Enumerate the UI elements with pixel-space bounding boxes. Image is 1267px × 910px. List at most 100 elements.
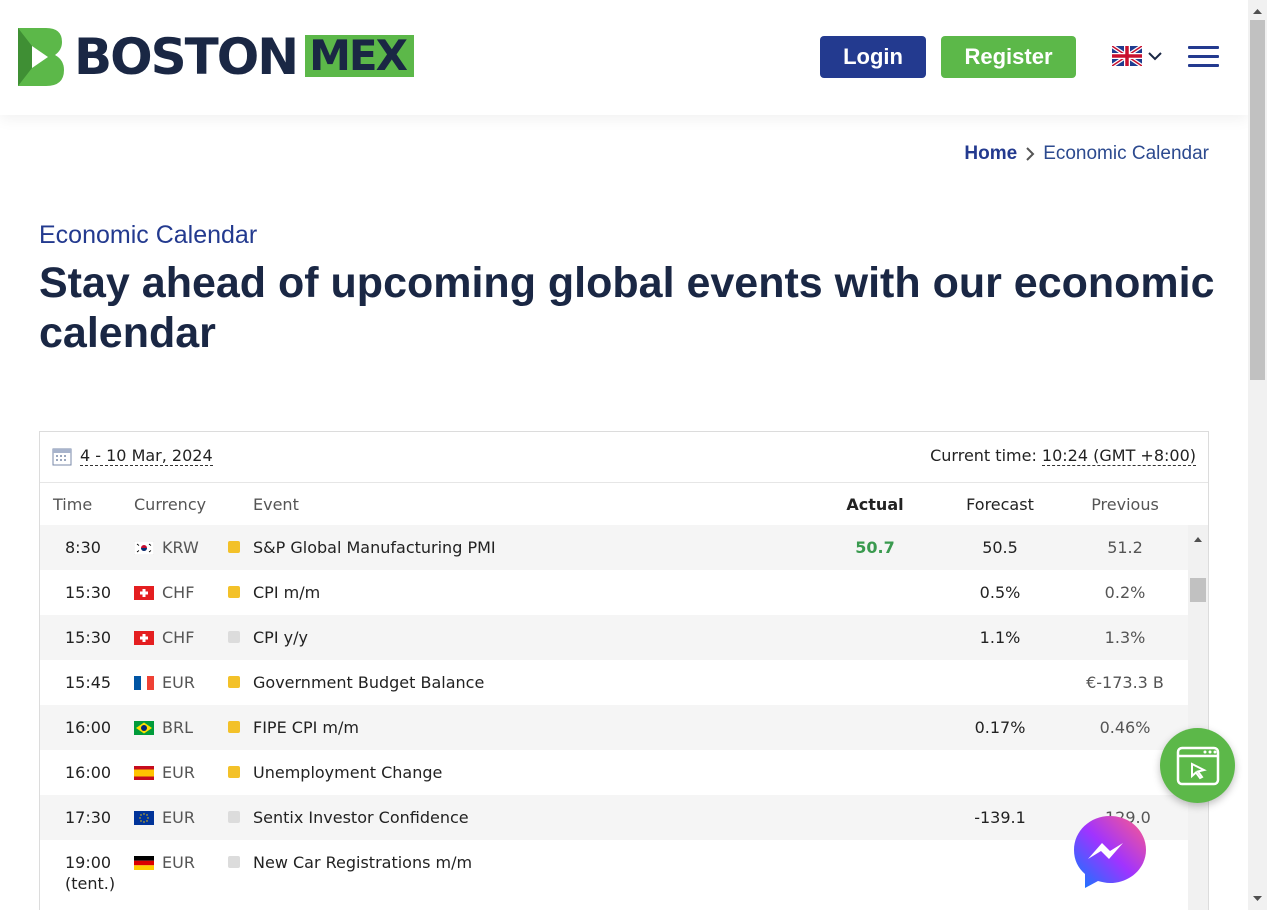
event-time: 19:00	[65, 853, 112, 872]
section-eyebrow: Economic Calendar	[39, 221, 258, 249]
table-row[interactable]: 16:00 BRL FIPE CPI m/m 0.17% 0.46%	[40, 705, 1188, 750]
logo-mark-icon	[18, 28, 64, 86]
logo-text-mex-box: MEX	[305, 35, 414, 77]
col-forecast: Forecast	[966, 495, 1034, 514]
event-time: 16:00	[65, 763, 112, 782]
uk-flag-icon	[1112, 46, 1142, 66]
importance-low-icon	[228, 856, 240, 868]
page-scrollbar-thumb[interactable]	[1250, 20, 1265, 380]
calendar-scrollbar[interactable]	[1188, 525, 1208, 910]
messenger-icon	[1074, 816, 1146, 888]
importance-medium-icon	[228, 586, 240, 598]
event-previous: 0.2%	[1104, 583, 1146, 602]
col-time: Time	[53, 495, 93, 514]
importance-medium-icon	[228, 766, 240, 778]
table-row[interactable]: 16:00 EUR Unemployment Change	[40, 750, 1188, 795]
login-button[interactable]: Login	[820, 36, 926, 78]
date-range-picker[interactable]: 4 - 10 Mar, 2024	[52, 446, 213, 466]
breadcrumb: Home Economic Calendar	[964, 143, 1209, 165]
event-forecast: -139.1	[974, 808, 1026, 827]
calendar-scrollbar-thumb[interactable]	[1190, 578, 1206, 602]
importance-medium-icon	[228, 541, 240, 553]
importance-low-icon	[228, 631, 240, 643]
current-time: Current time: 10:24 (GMT +8:00)	[930, 446, 1196, 466]
event-time: 15:30	[65, 628, 112, 647]
flag-fr-icon	[134, 675, 154, 690]
event-currency: CHF	[162, 628, 195, 647]
event-name: S&P Global Manufacturing PMI	[253, 538, 496, 557]
event-name: Unemployment Change	[253, 763, 443, 782]
logo-text-boston: BOSTON	[74, 28, 299, 86]
scroll-up-icon[interactable]	[1188, 529, 1208, 549]
current-time-label: Current time:	[930, 446, 1037, 465]
flag-es-icon	[134, 765, 154, 780]
messenger-chat-button[interactable]	[1072, 814, 1148, 890]
flag-br-icon	[134, 720, 154, 735]
register-button[interactable]: Register	[941, 36, 1076, 78]
chevron-right-icon	[1026, 147, 1035, 161]
table-row[interactable]: 15:30 CHF CPI y/y 1.1% 1.3%	[40, 615, 1188, 660]
event-currency: KRW	[162, 538, 199, 557]
breadcrumb-home-link[interactable]: Home	[964, 143, 1018, 164]
calendar-icon	[52, 448, 72, 466]
col-previous: Previous	[1091, 495, 1159, 514]
event-time: 16:00	[65, 718, 112, 737]
table-row[interactable]: 15:30 CHF CPI m/m 0.5% 0.2%	[40, 570, 1188, 615]
calendar-column-headers: Time Currency Event Actual Forecast Prev…	[40, 483, 1208, 526]
event-forecast: 1.1%	[979, 628, 1021, 647]
importance-medium-icon	[228, 676, 240, 688]
event-forecast: 0.17%	[974, 718, 1026, 737]
event-previous: €-173.3 B	[1086, 673, 1164, 692]
event-currency: CHF	[162, 583, 195, 602]
event-forecast: 0.5%	[979, 583, 1021, 602]
table-row[interactable]: 17:30 EUR Sentix Investor Confidence -13…	[40, 795, 1188, 840]
event-name: Government Budget Balance	[253, 673, 485, 692]
event-currency: EUR	[162, 853, 195, 872]
language-selector[interactable]	[1112, 46, 1162, 66]
flag-de-icon	[134, 855, 154, 870]
scroll-up-icon[interactable]	[1248, 2, 1267, 20]
chevron-down-icon	[1148, 52, 1162, 61]
flag-ch-icon	[134, 630, 154, 645]
event-name: CPI m/m	[253, 583, 321, 602]
page-title: Stay ahead of upcoming global events wit…	[39, 259, 1215, 357]
event-name: New Car Registrations m/m	[253, 853, 473, 872]
event-previous: 0.46%	[1099, 718, 1151, 737]
logo-text-mex: MEX	[309, 31, 408, 80]
event-previous: 51.2	[1107, 538, 1143, 557]
event-time: 8:30	[65, 538, 101, 557]
event-time: 15:30	[65, 583, 112, 602]
event-time: 17:30	[65, 808, 112, 827]
event-currency: BRL	[162, 718, 194, 737]
event-time-note: (tent.)	[65, 874, 116, 893]
col-actual: Actual	[846, 495, 904, 514]
event-currency: EUR	[162, 808, 195, 827]
importance-low-icon	[228, 811, 240, 823]
event-previous: 1.3%	[1104, 628, 1146, 647]
timezone-selector[interactable]: 10:24 (GMT +8:00)	[1041, 446, 1196, 466]
event-name: CPI y/y	[253, 628, 308, 647]
importance-medium-icon	[228, 721, 240, 733]
event-name: FIPE CPI m/m	[253, 718, 359, 737]
table-row[interactable]: 19:00 (tent.) EUR New Car Registrations …	[40, 840, 1188, 900]
table-row[interactable]: 15:45 EUR Government Budget Balance €-17…	[40, 660, 1188, 705]
scroll-down-icon[interactable]	[1248, 890, 1267, 908]
site-header: BOSTON MEX Login Register	[0, 0, 1248, 115]
event-currency: EUR	[162, 673, 195, 692]
col-currency: Currency	[134, 495, 207, 514]
page-scrollbar[interactable]	[1248, 0, 1267, 910]
bostonmex-logo[interactable]: BOSTON MEX	[18, 28, 414, 86]
flag-ch-icon	[134, 585, 154, 600]
breadcrumb-current: Economic Calendar	[1043, 143, 1209, 164]
event-time: 15:45	[65, 673, 112, 692]
table-row[interactable]: 8:30 KRW S&P Global Manufacturing PMI 50…	[40, 525, 1188, 570]
economic-calendar-widget: 4 - 10 Mar, 2024 Current time: 10:24 (GM…	[39, 431, 1209, 910]
event-actual: 50.7	[855, 538, 895, 557]
event-currency: EUR	[162, 763, 195, 782]
calendar-toolbar: 4 - 10 Mar, 2024 Current time: 10:24 (GM…	[40, 432, 1208, 483]
flag-eu-icon	[134, 810, 154, 825]
col-event: Event	[253, 495, 299, 514]
menu-icon[interactable]	[1188, 46, 1219, 68]
app-launcher-button[interactable]	[1160, 728, 1235, 803]
